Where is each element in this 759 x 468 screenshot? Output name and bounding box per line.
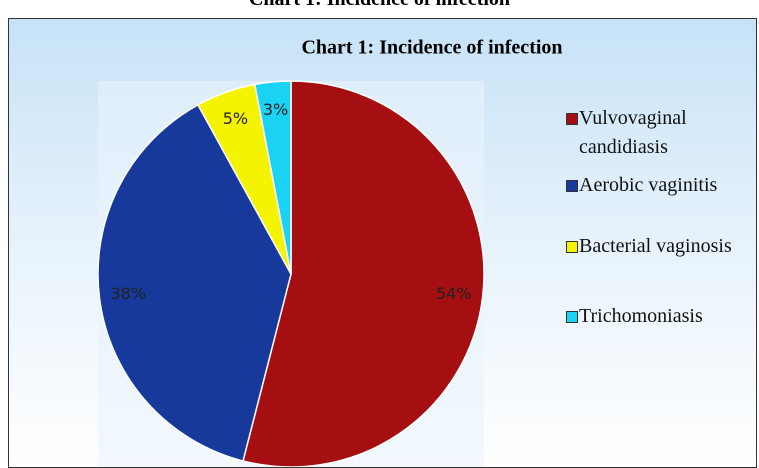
legend-item: Bacterial vaginosis bbox=[566, 232, 756, 261]
legend-label: Aerobic vaginitis bbox=[579, 174, 718, 196]
legend-swatch bbox=[566, 311, 578, 323]
legend-swatch bbox=[566, 241, 578, 253]
legend-item: Aerobic vaginitis bbox=[566, 171, 756, 200]
page-caption: Chart 1: Incidence of infection bbox=[0, 0, 759, 11]
legend-swatch bbox=[566, 180, 578, 192]
data-label: 54% bbox=[436, 284, 472, 303]
data-label: 38% bbox=[110, 284, 146, 303]
pie-slice bbox=[253, 80, 292, 275]
legend-label: Trichomoniasis bbox=[579, 305, 703, 327]
legend-item: Trichomoniasis bbox=[566, 302, 756, 331]
pie-slice bbox=[97, 103, 292, 462]
data-label: 5% bbox=[223, 109, 248, 128]
data-label: 3% bbox=[263, 100, 288, 119]
legend-label: Vulvovaginal candidiasis bbox=[579, 107, 687, 158]
legend-label: Bacterial vaginosis bbox=[579, 235, 732, 257]
chart: Chart 1: Incidence of infection 54% 38% 5%… bbox=[97, 37, 563, 467]
chart-box: Chart 1: Incidence of infection 54% 38% 5%… bbox=[8, 18, 757, 468]
legend-item: Vulvovaginal candidiasis bbox=[566, 104, 756, 162]
chart-title: Chart 1: Incidence of infection bbox=[301, 37, 562, 59]
legend-swatch bbox=[566, 113, 578, 125]
